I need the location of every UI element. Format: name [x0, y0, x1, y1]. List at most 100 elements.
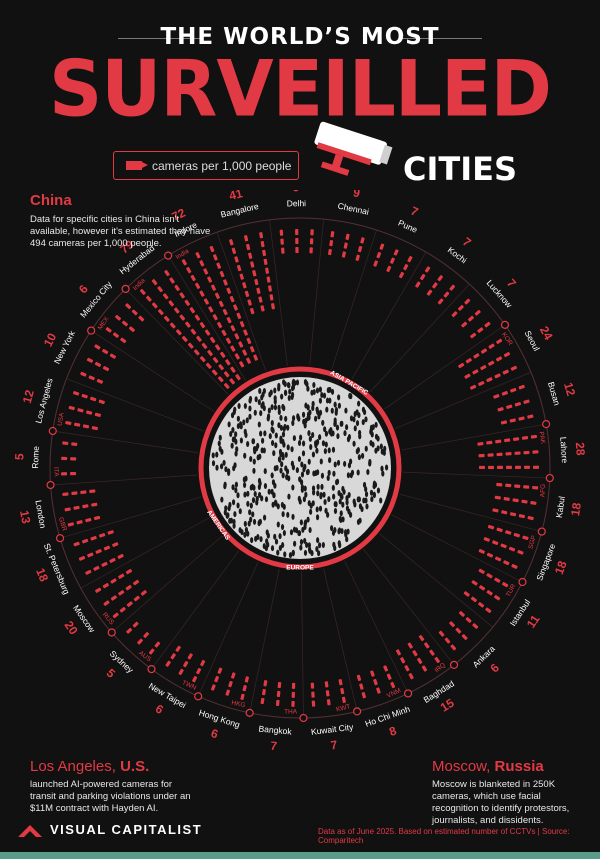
country-code-label: AFG [539, 484, 547, 498]
crowd-figure [375, 422, 378, 428]
separator-line [151, 551, 238, 669]
crowd-figure [267, 413, 270, 419]
crowd-figure [370, 490, 373, 496]
separator-line [81, 518, 210, 589]
bar-segment [185, 321, 191, 328]
crowd-figure [325, 407, 328, 413]
crowd-figure [277, 503, 280, 509]
crowd-figure [304, 418, 307, 424]
bar-segment [70, 457, 76, 460]
separator-line [301, 571, 303, 718]
crowd-figure [251, 438, 254, 444]
country-marker [405, 690, 412, 697]
crowd-figure [362, 419, 365, 425]
bar-segment [502, 582, 509, 588]
crowd-figure [274, 404, 277, 410]
crowd-figure [334, 461, 337, 467]
crowd-figure [219, 435, 222, 441]
bar-segment [262, 689, 266, 695]
bar-segment [118, 573, 125, 579]
bar-segment [523, 399, 530, 404]
bar-segment [495, 556, 502, 561]
crowd-figure [289, 552, 292, 558]
crowd-figure [258, 399, 261, 405]
bar-segment [152, 302, 158, 309]
city-label: Rome [30, 446, 41, 469]
bar-segment [415, 281, 421, 288]
bar-segment [212, 357, 218, 364]
crowd-figure [380, 466, 383, 472]
crowd-figure [286, 512, 289, 518]
crowd-figure [271, 472, 274, 478]
bar-segment [95, 362, 102, 368]
crowd-figure [332, 494, 335, 500]
crowd-figure [265, 496, 268, 502]
cctv-camera-icon [298, 118, 394, 180]
crowd-figure [364, 486, 367, 492]
crowd-figure [300, 519, 303, 525]
crowd-figure [249, 456, 252, 462]
bar-segment [461, 634, 467, 641]
crowd-figure [291, 484, 294, 490]
bar-segment [256, 288, 260, 295]
bar-segment [470, 385, 477, 390]
crowd-figure [218, 441, 221, 447]
separator-line [370, 284, 470, 392]
crowd-figure [336, 433, 339, 439]
bar-segment [199, 322, 205, 329]
crowd-figure [302, 450, 305, 456]
city-label: Pune [397, 218, 419, 235]
crowd-figure [291, 461, 294, 467]
bar-segment [432, 282, 438, 289]
bar-segment [76, 520, 83, 525]
bar-segment [111, 595, 118, 601]
bar-segment [231, 672, 236, 679]
city-value-label: 7 [270, 739, 278, 754]
crowd-figure [304, 403, 307, 409]
bar-segment [488, 360, 495, 366]
crowd-figure [333, 545, 336, 551]
bar-segment [205, 329, 211, 336]
bar-segment [465, 358, 472, 364]
bar-segment [101, 562, 108, 568]
bar-segment [109, 353, 116, 359]
country-code-label: USA [57, 412, 66, 427]
crowd-figure [284, 381, 287, 387]
bar-segment [355, 254, 360, 261]
bar-segment [183, 661, 189, 668]
bar-segment [524, 466, 530, 469]
bar-segment [92, 426, 99, 430]
crowd-figure [332, 471, 335, 477]
crowd-figure [263, 515, 266, 521]
title-line-3: CITIES [403, 150, 517, 188]
bar-segment [149, 648, 155, 655]
crowd-figure [233, 462, 236, 468]
bar-segment [311, 683, 315, 689]
crowd-figure [258, 421, 261, 427]
bar-segment [458, 363, 465, 369]
crowd-figure [361, 453, 364, 459]
crowd-figure [272, 479, 275, 485]
bar-segment [188, 342, 194, 349]
city-value-label: 7 [408, 204, 420, 220]
bar-segment [230, 366, 236, 373]
bar-segment [219, 300, 224, 307]
bar-segment [443, 291, 449, 298]
crowd-figure [281, 404, 284, 410]
crowd-figure [298, 440, 301, 446]
bar-segment [522, 436, 528, 440]
crowd-figure [312, 382, 315, 388]
bar-segment [259, 232, 263, 238]
crowd-figure [319, 398, 322, 404]
radial-chart: ASIA PACIFICAMERICASEUROPEDelhi9Chennai9… [0, 190, 600, 810]
bar-segment [248, 252, 252, 259]
bar-segment [225, 359, 231, 366]
bar-segment [509, 547, 516, 552]
bar-segment [277, 691, 281, 697]
bar-segment [387, 673, 392, 680]
crowd-figure [340, 510, 343, 516]
bar-segment [87, 552, 94, 557]
country-code-label: India [132, 277, 147, 292]
crowd-figure [316, 514, 319, 520]
bar-segment [203, 268, 208, 275]
